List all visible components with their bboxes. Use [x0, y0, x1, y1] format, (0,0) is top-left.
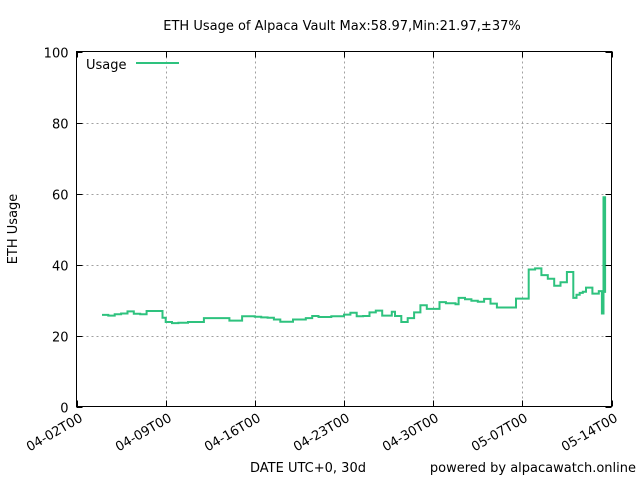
y-tick-label: 60 — [52, 189, 69, 204]
y-tick-label: 40 — [52, 260, 69, 275]
footer-credit: powered by alpacawatch.online — [430, 461, 636, 476]
x-tick-label: 04-23T00 — [291, 411, 352, 455]
x-tick-label: 05-14T00 — [559, 411, 620, 455]
legend-label: Usage — [86, 58, 127, 73]
x-tick-label: 04-02T00 — [24, 411, 85, 455]
legend: Usage — [86, 58, 179, 73]
x-tick-label: 04-09T00 — [113, 411, 174, 455]
x-axis-ticks: 04-02T00 04-09T00 04-16T00 04-23T00 04-30T00… — [24, 51, 621, 455]
chart-title: ETH Usage of Alpaca Vault Max:58.97,Min:… — [163, 19, 520, 34]
x-tick-label: 04-30T00 — [380, 411, 441, 455]
y-tick-label: 80 — [52, 118, 69, 133]
y-axis-ticks: 0 20 40 60 80 100 — [44, 47, 612, 417]
series-layer — [102, 196, 607, 325]
x-tick-label: 05-07T00 — [469, 411, 530, 455]
y-axis-label: ETH Usage — [6, 194, 21, 265]
series-line-usage — [102, 196, 607, 325]
x-tick-label: 04-16T00 — [202, 411, 263, 455]
y-tick-label: 20 — [52, 331, 69, 346]
y-tick-label: 100 — [44, 47, 69, 62]
grid — [76, 51, 612, 407]
y-tick-label: 0 — [60, 402, 68, 417]
x-axis-label: DATE UTC+0, 30d — [250, 461, 366, 476]
